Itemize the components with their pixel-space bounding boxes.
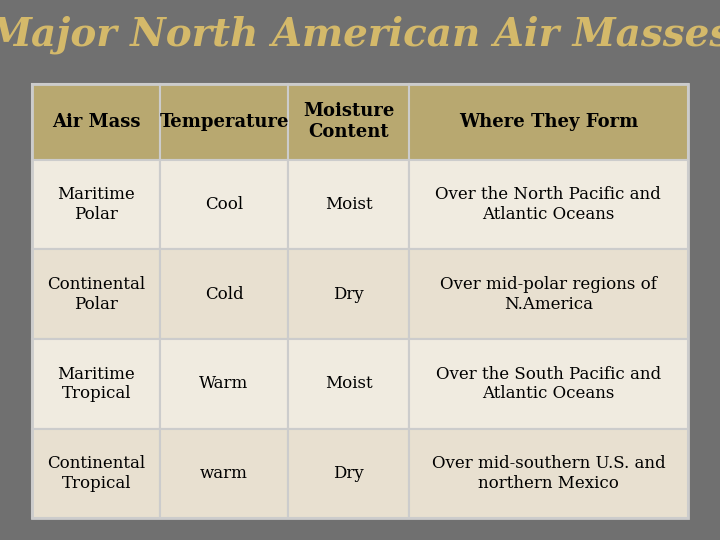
Text: Over the South Pacific and
Atlantic Oceans: Over the South Pacific and Atlantic Ocea… [436, 366, 661, 402]
Text: Continental
Tropical: Continental Tropical [48, 455, 145, 492]
FancyBboxPatch shape [409, 429, 688, 518]
Text: Maritime
Tropical: Maritime Tropical [58, 366, 135, 402]
Text: Moist: Moist [325, 196, 372, 213]
Text: Over mid-polar regions of
N.America: Over mid-polar regions of N.America [440, 276, 657, 313]
FancyBboxPatch shape [160, 339, 288, 429]
Text: Continental
Polar: Continental Polar [48, 276, 145, 313]
Text: Over the North Pacific and
Atlantic Oceans: Over the North Pacific and Atlantic Ocea… [436, 186, 661, 223]
Text: Temperature: Temperature [159, 113, 289, 131]
FancyBboxPatch shape [160, 249, 288, 339]
FancyBboxPatch shape [288, 160, 409, 249]
Text: Warm: Warm [199, 375, 248, 393]
Text: Over mid-southern U.S. and
northern Mexico: Over mid-southern U.S. and northern Mexi… [431, 455, 665, 492]
FancyBboxPatch shape [409, 84, 688, 160]
FancyBboxPatch shape [32, 84, 160, 160]
Text: Dry: Dry [333, 465, 364, 482]
FancyBboxPatch shape [409, 160, 688, 249]
Text: Major North American Air Masses: Major North American Air Masses [0, 16, 720, 55]
Text: Dry: Dry [333, 286, 364, 303]
FancyBboxPatch shape [32, 429, 160, 518]
FancyBboxPatch shape [32, 160, 160, 249]
FancyBboxPatch shape [288, 249, 409, 339]
FancyBboxPatch shape [288, 339, 409, 429]
FancyBboxPatch shape [160, 84, 288, 160]
FancyBboxPatch shape [288, 429, 409, 518]
FancyBboxPatch shape [160, 160, 288, 249]
Text: Moisture
Content: Moisture Content [303, 103, 395, 141]
Text: Moist: Moist [325, 375, 372, 393]
FancyBboxPatch shape [32, 249, 160, 339]
Text: Where They Form: Where They Form [459, 113, 638, 131]
Text: warm: warm [200, 465, 248, 482]
Text: Maritime
Polar: Maritime Polar [58, 186, 135, 223]
FancyBboxPatch shape [160, 429, 288, 518]
Text: Cold: Cold [204, 286, 243, 303]
FancyBboxPatch shape [409, 249, 688, 339]
FancyBboxPatch shape [32, 339, 160, 429]
Text: Air Mass: Air Mass [52, 113, 140, 131]
Text: Cool: Cool [205, 196, 243, 213]
FancyBboxPatch shape [288, 84, 409, 160]
FancyBboxPatch shape [409, 339, 688, 429]
